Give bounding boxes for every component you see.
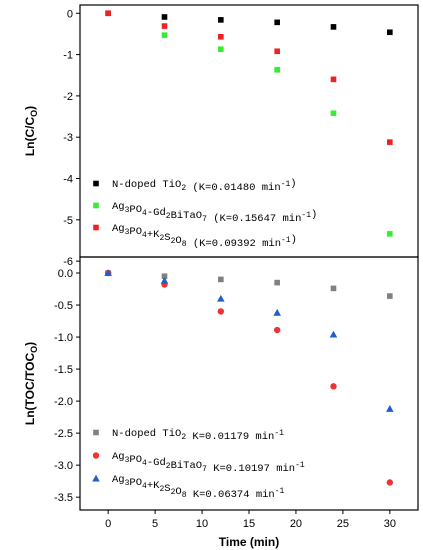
y-tick-label: -1.0 bbox=[54, 332, 73, 344]
data-point bbox=[386, 479, 394, 486]
data-point bbox=[329, 330, 338, 338]
data-point bbox=[218, 17, 224, 23]
data-point bbox=[387, 139, 393, 145]
legend-marker bbox=[93, 429, 99, 436]
data-point bbox=[218, 34, 224, 40]
data-point bbox=[274, 67, 280, 73]
data-point bbox=[161, 32, 168, 38]
data-point bbox=[330, 24, 337, 30]
legend-entry: Ag3PO4+K2S2O8 (K=0.09392 min-1) bbox=[112, 223, 297, 250]
panel-mineralization: 0.0 -0.5 -1.0 -1.5 -2.0 -2.5 -3.0 -3.5 0 5 10 15 20 2… bbox=[23, 256, 419, 549]
data-point bbox=[330, 76, 337, 83]
series-2 bbox=[105, 10, 393, 237]
data-point bbox=[218, 276, 224, 283]
data-point bbox=[274, 279, 280, 286]
y-axis-title: Ln(TOC/TOCO) bbox=[23, 342, 39, 425]
legend: N-doped TiO2 K=0.01179 min-1 Ag3PO4-Gd2Bi… bbox=[92, 428, 305, 501]
legend-marker bbox=[93, 224, 99, 231]
legend-entry: N-doped TiO2 K=0.01179 min-1 bbox=[112, 428, 284, 443]
data-point bbox=[330, 383, 337, 390]
series-1 bbox=[105, 270, 393, 299]
data-point bbox=[386, 405, 394, 412]
data-point bbox=[105, 10, 111, 17]
data-point bbox=[161, 14, 168, 20]
legend-entry: Ag3PO4+K2S2O8 K=0.06374 min-1 bbox=[112, 474, 285, 501]
data-point bbox=[217, 294, 225, 302]
data-point bbox=[274, 48, 280, 55]
data-point bbox=[104, 269, 112, 277]
data-point bbox=[161, 273, 168, 280]
y-tick-label: -6 bbox=[63, 256, 73, 268]
data-point bbox=[217, 308, 225, 315]
y-tick-label: -2.5 bbox=[54, 428, 73, 440]
data-point bbox=[273, 308, 281, 316]
x-tick-label: 5 bbox=[152, 518, 158, 530]
x-tick-label: 20 bbox=[290, 518, 302, 530]
y-tick-label: -4 bbox=[63, 174, 73, 186]
legend-entry: Ag3PO4-Gd2BiTaO7 (K=0.15647 min-1) bbox=[112, 201, 317, 225]
y-tick-label: 0 bbox=[67, 8, 73, 20]
data-point bbox=[274, 19, 280, 26]
y-tick-label: -5 bbox=[63, 215, 73, 227]
data-point bbox=[218, 46, 224, 53]
y-tick-label: -1.5 bbox=[54, 364, 73, 376]
data-point bbox=[161, 23, 168, 29]
data-point bbox=[330, 285, 337, 292]
y-tick-label: -0.5 bbox=[54, 300, 73, 312]
data-point bbox=[273, 326, 281, 334]
legend-marker bbox=[92, 452, 100, 459]
y-tick-label: -2.0 bbox=[54, 396, 73, 408]
x-tick-label: 25 bbox=[337, 518, 349, 530]
y-tick-label: -1 bbox=[63, 50, 73, 62]
data-point bbox=[330, 110, 337, 117]
series-1 bbox=[105, 10, 393, 36]
series-3 bbox=[104, 269, 394, 412]
legend-entry: Ag3PO4-Gd2BiTaO7 K=0.10197 min-1 bbox=[112, 451, 305, 475]
panel-degradation: 0 -1 -2 -3 -4 -5 -6 Ln(C/CO) N-doped TiO2 (K=0.0… bbox=[23, 4, 419, 268]
y-tick-label: -2 bbox=[63, 91, 73, 103]
x-tick-label: 15 bbox=[243, 518, 255, 530]
y-tick-label: -3.5 bbox=[54, 492, 73, 504]
y-tick-label: -3 bbox=[63, 132, 73, 144]
y-tick-label: -3.0 bbox=[54, 460, 73, 472]
legend: N-doped TiO2 (K=0.01480 min-1) Ag3PO4-Gd2… bbox=[93, 178, 317, 250]
series-3 bbox=[105, 10, 393, 145]
legend-marker bbox=[92, 474, 100, 482]
legend-entry: N-doped TiO2 (K=0.01480 min-1) bbox=[112, 178, 297, 194]
x-tick-label: 30 bbox=[384, 518, 396, 530]
x-axis-title: Time (min) bbox=[219, 535, 279, 549]
data-point bbox=[387, 231, 393, 237]
data-point bbox=[160, 276, 169, 284]
data-point bbox=[387, 293, 393, 299]
y-tick-label: 0.0 bbox=[58, 268, 73, 280]
y-axis-title: Ln(C/CO) bbox=[23, 106, 39, 156]
data-point bbox=[387, 29, 393, 36]
x-tick-label: 10 bbox=[196, 518, 208, 530]
x-tick-label: 0 bbox=[105, 518, 111, 530]
legend-marker bbox=[93, 180, 99, 187]
legend-marker bbox=[93, 202, 99, 209]
series-2 bbox=[104, 269, 394, 486]
